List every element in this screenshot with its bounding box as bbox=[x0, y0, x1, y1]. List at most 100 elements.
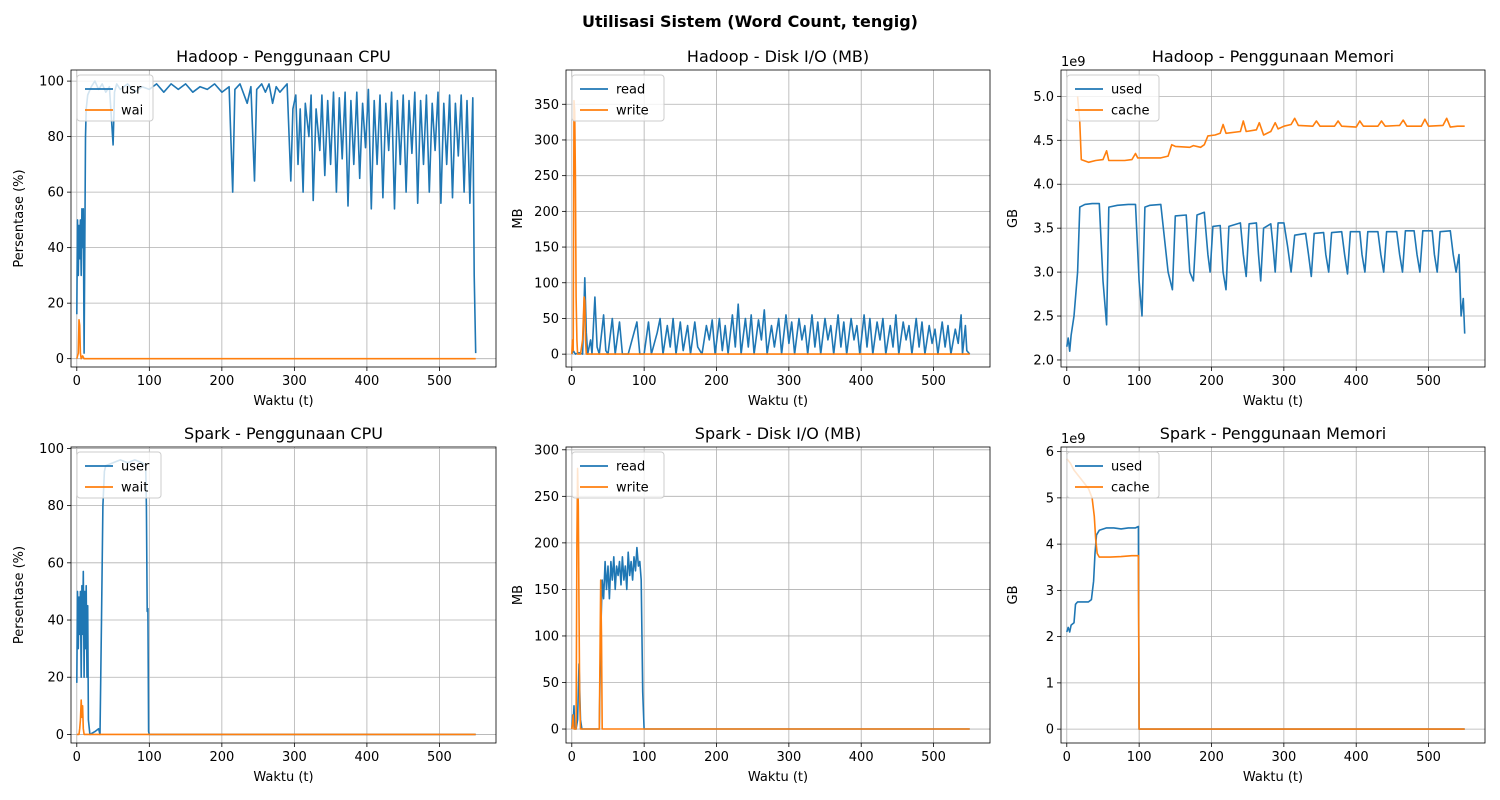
y-tick-label: 150 bbox=[534, 241, 559, 256]
subplot-2 bbox=[562, 69, 991, 371]
legend-label: wai bbox=[121, 104, 143, 119]
legend-label: used bbox=[1111, 83, 1142, 98]
subplot-6 bbox=[1057, 446, 1486, 747]
y-tick-label: 0 bbox=[551, 723, 559, 738]
x-tick-label: 200 bbox=[209, 750, 234, 765]
series-line-cache bbox=[1066, 458, 1465, 730]
series-line-wai bbox=[76, 319, 476, 360]
x-tick-label: 300 bbox=[282, 750, 307, 765]
y-tick-label: 80 bbox=[47, 499, 64, 514]
y-tick-label: 250 bbox=[534, 490, 559, 505]
y-axis-label: GB bbox=[1006, 586, 1021, 605]
x-tick-label: 200 bbox=[209, 374, 234, 389]
y-tick-label: 100 bbox=[39, 442, 64, 457]
y-tick-label: 20 bbox=[47, 297, 64, 312]
x-tick-label: 400 bbox=[849, 374, 874, 389]
x-tick-label: 500 bbox=[921, 750, 946, 765]
axes-frame bbox=[1060, 446, 1486, 744]
axes-frame bbox=[565, 446, 991, 744]
x-tick-label: 100 bbox=[137, 374, 162, 389]
x-tick-label: 100 bbox=[1127, 750, 1152, 765]
y-tick-label: 40 bbox=[47, 241, 64, 256]
y-tick-label: 4 bbox=[1046, 538, 1054, 553]
subplot-title: Spark - Disk I/O (MB) bbox=[695, 424, 861, 443]
x-tick-label: 500 bbox=[1416, 750, 1441, 765]
y-tick-label: 5 bbox=[1046, 491, 1054, 506]
legend-label: read bbox=[616, 83, 645, 98]
subplot-1 bbox=[67, 69, 497, 371]
y-tick-label: 0 bbox=[56, 728, 64, 743]
x-tick-label: 500 bbox=[427, 750, 452, 765]
x-tick-label: 0 bbox=[568, 750, 576, 765]
series-line-used bbox=[1066, 202, 1466, 352]
x-tick-label: 100 bbox=[1127, 374, 1152, 389]
y-tick-label: 3.0 bbox=[1033, 266, 1054, 281]
x-tick-label: 500 bbox=[1416, 374, 1441, 389]
axes-frame bbox=[70, 69, 497, 368]
axis-offset-label: 1e9 bbox=[1061, 432, 1086, 447]
subplot-3 bbox=[1057, 69, 1486, 371]
y-axis-label: MB bbox=[511, 585, 526, 605]
y-axis-label: Persentase (%) bbox=[12, 169, 27, 267]
series-line-read bbox=[571, 546, 970, 730]
legend-label: write bbox=[616, 104, 649, 119]
y-tick-label: 200 bbox=[534, 536, 559, 551]
y-tick-label: 200 bbox=[534, 205, 559, 220]
x-axis-label: Waktu (t) bbox=[1243, 770, 1303, 785]
x-tick-label: 100 bbox=[137, 750, 162, 765]
y-tick-label: 0 bbox=[56, 352, 64, 367]
y-tick-label: 20 bbox=[47, 671, 64, 686]
x-tick-label: 500 bbox=[921, 374, 946, 389]
axis-offset-label: 1e9 bbox=[1061, 55, 1086, 70]
axes-frame bbox=[70, 446, 497, 744]
legend-label: read bbox=[616, 460, 645, 475]
y-tick-label: 300 bbox=[534, 443, 559, 458]
y-tick-label: 60 bbox=[47, 556, 64, 571]
legend-label: wait bbox=[121, 481, 148, 496]
figure-title: Utilisasi Sistem (Word Count, tengig) bbox=[582, 12, 918, 31]
y-tick-label: 6 bbox=[1046, 445, 1054, 460]
y-tick-label: 4.5 bbox=[1033, 134, 1054, 149]
x-tick-label: 400 bbox=[354, 750, 379, 765]
subplot-title: Hadoop - Disk I/O (MB) bbox=[687, 47, 869, 66]
axes-frame bbox=[565, 69, 991, 368]
y-tick-label: 2.5 bbox=[1033, 310, 1054, 325]
x-tick-label: 0 bbox=[73, 750, 81, 765]
x-tick-label: 400 bbox=[1344, 750, 1369, 765]
x-tick-label: 0 bbox=[1063, 750, 1071, 765]
y-tick-label: 80 bbox=[47, 130, 64, 145]
x-tick-label: 400 bbox=[1344, 374, 1369, 389]
y-tick-label: 3.5 bbox=[1033, 222, 1054, 237]
series-line-user bbox=[76, 459, 476, 736]
series-line-read bbox=[571, 277, 971, 355]
y-tick-label: 350 bbox=[534, 98, 559, 113]
subplot-title: Spark - Penggunaan Memori bbox=[1160, 424, 1386, 443]
x-axis-label: Waktu (t) bbox=[253, 394, 313, 409]
y-tick-label: 100 bbox=[534, 276, 559, 291]
subplot-title: Hadoop - Penggunaan CPU bbox=[176, 47, 391, 66]
x-tick-label: 200 bbox=[704, 374, 729, 389]
y-tick-label: 250 bbox=[534, 169, 559, 184]
x-tick-label: 0 bbox=[73, 374, 81, 389]
x-tick-label: 300 bbox=[776, 374, 801, 389]
y-tick-label: 5.0 bbox=[1033, 90, 1054, 105]
y-tick-label: 100 bbox=[534, 629, 559, 644]
subplot-title: Spark - Penggunaan CPU bbox=[184, 424, 383, 443]
x-tick-label: 300 bbox=[1271, 374, 1296, 389]
subplot-title: Hadoop - Penggunaan Memori bbox=[1152, 47, 1394, 66]
x-axis-label: Waktu (t) bbox=[748, 394, 808, 409]
x-tick-label: 100 bbox=[632, 750, 657, 765]
axes-frame bbox=[1060, 69, 1486, 368]
y-axis-label: MB bbox=[511, 208, 526, 228]
y-tick-label: 4.0 bbox=[1033, 178, 1054, 193]
y-tick-label: 2.0 bbox=[1033, 353, 1054, 368]
subplot-5 bbox=[562, 446, 991, 747]
x-tick-label: 200 bbox=[1199, 374, 1224, 389]
y-tick-label: 150 bbox=[534, 583, 559, 598]
legend-label: write bbox=[616, 481, 649, 496]
x-tick-label: 400 bbox=[849, 750, 874, 765]
y-tick-label: 0 bbox=[551, 348, 559, 363]
y-axis-label: GB bbox=[1006, 209, 1021, 228]
